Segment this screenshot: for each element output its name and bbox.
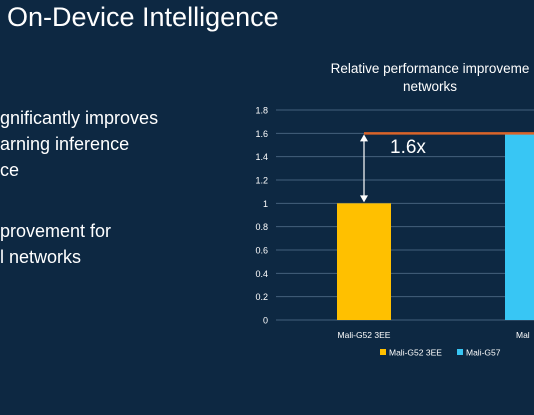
bullet-point-1: gnificantly improves arning inference ce bbox=[0, 105, 158, 183]
y-tick-label-4: 0.8 bbox=[255, 222, 268, 232]
y-tick-label-6: 1.2 bbox=[255, 176, 268, 186]
y-tick-label-2: 0.4 bbox=[255, 269, 268, 279]
x-category-label-1: Mal bbox=[516, 330, 530, 340]
x-category-label-0: Mali-G52 3EE bbox=[338, 330, 391, 340]
bullet-point-2: provement for l networks bbox=[0, 218, 111, 270]
legend-label-1: Mali-G57 bbox=[466, 348, 501, 358]
bar-mali-g57 bbox=[505, 133, 534, 320]
legend-label-0: Mali-G52 3EE bbox=[389, 348, 442, 358]
y-tick-label-1: 0.2 bbox=[255, 292, 268, 302]
bullet-2-line-2: l networks bbox=[0, 247, 82, 267]
y-tick-label-5: 1 bbox=[263, 199, 268, 209]
chart-title-line-1: Relative performance improveme bbox=[330, 61, 530, 76]
bullet-1-line-1: gnificantly improves bbox=[0, 108, 159, 128]
annotation-arrow-head-bottom bbox=[360, 195, 368, 203]
y-tick-label-7: 1.4 bbox=[255, 152, 268, 162]
y-tick-label-0: 0 bbox=[263, 316, 268, 326]
bar-mali-g52-3ee bbox=[337, 203, 391, 320]
chart-title-line-2: networks bbox=[402, 79, 458, 94]
legend-swatch-0 bbox=[380, 349, 386, 355]
bullet-1-line-3: ce bbox=[0, 160, 20, 180]
legend-swatch-1 bbox=[457, 349, 463, 355]
bullet-2-line-1: provement for bbox=[0, 221, 112, 241]
y-tick-label-8: 1.6 bbox=[255, 129, 268, 139]
y-tick-label-9: 1.8 bbox=[255, 106, 268, 116]
annotation-arrow-head-top bbox=[360, 134, 368, 142]
annotation-label: 1.6x bbox=[390, 137, 426, 158]
chart-title: Relative performance improveme networks bbox=[300, 60, 534, 96]
bullet-1-line-2: arning inference bbox=[0, 134, 130, 154]
slide-title: On-Device Intelligence bbox=[7, 2, 279, 32]
y-tick-label-3: 0.6 bbox=[255, 246, 268, 256]
